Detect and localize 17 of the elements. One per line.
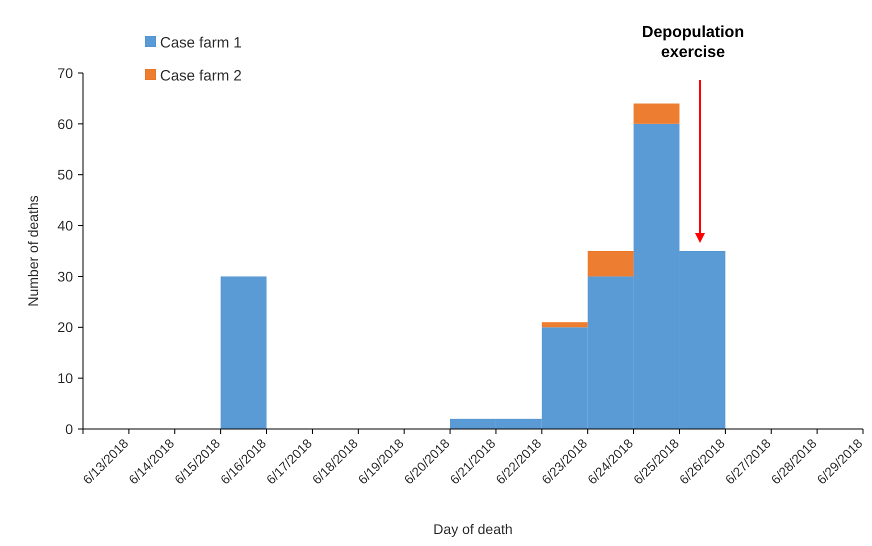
- y-axis-title: Number of deaths: [25, 195, 41, 307]
- y-tick-label: 20: [57, 319, 74, 336]
- bar: [542, 322, 588, 328]
- bar: [634, 104, 680, 124]
- y-tick-label: 10: [57, 370, 74, 386]
- y-tick-label: 40: [57, 217, 74, 234]
- legend-label: Case farm 2: [160, 67, 242, 84]
- bar: [220, 276, 267, 429]
- x-axis-title: Day of death: [433, 521, 513, 537]
- legend-label: Case farm 1: [160, 34, 242, 52]
- y-tick-label: 70: [57, 64, 74, 81]
- y-tick-label: 50: [57, 166, 74, 183]
- y-tick-label: 0: [65, 420, 74, 437]
- y-tick-label: 60: [57, 116, 74, 132]
- text: Depopulation exercise: [642, 24, 744, 61]
- y-tick-label: 30: [57, 268, 74, 284]
- bar: [588, 251, 634, 276]
